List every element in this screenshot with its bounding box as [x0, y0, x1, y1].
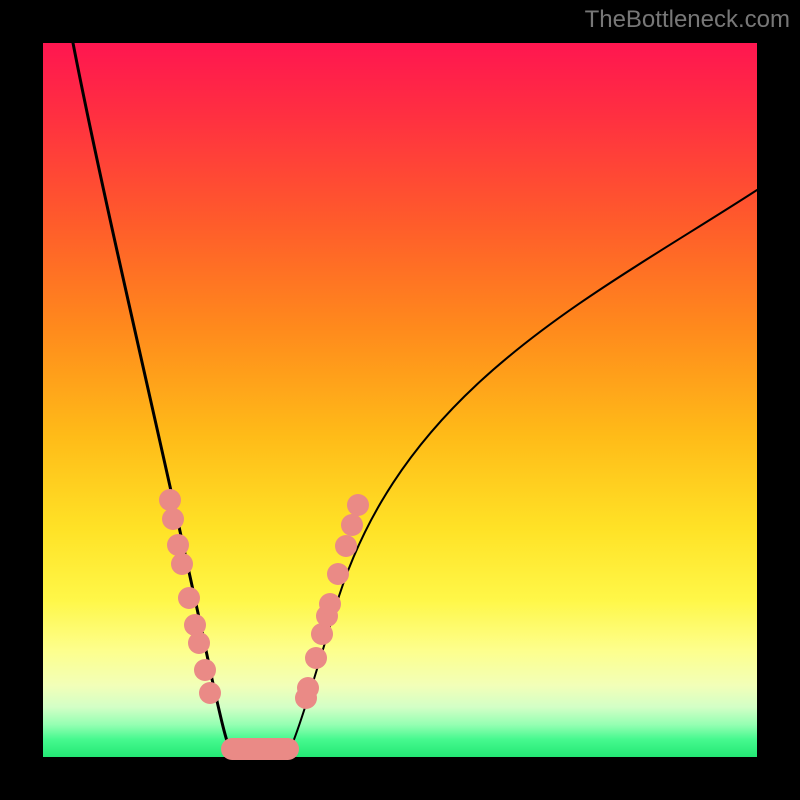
data-point-right [297, 677, 319, 699]
valley-capsule [221, 738, 299, 760]
data-point-right [347, 494, 369, 516]
data-point-right [319, 593, 341, 615]
data-point-left [194, 659, 216, 681]
data-point-left [162, 508, 184, 530]
watermark-text: TheBottleneck.com [585, 6, 790, 34]
data-point-left [178, 587, 200, 609]
data-point-left [199, 682, 221, 704]
data-point-right [327, 563, 349, 585]
data-point-left [188, 632, 210, 654]
chart-container: TheBottleneck.com [0, 0, 800, 800]
data-point-right [341, 514, 363, 536]
data-point-left [159, 489, 181, 511]
chart-svg [0, 0, 800, 800]
data-point-left [171, 553, 193, 575]
data-point-right [305, 647, 327, 669]
data-point-right [335, 535, 357, 557]
data-point-left [167, 534, 189, 556]
